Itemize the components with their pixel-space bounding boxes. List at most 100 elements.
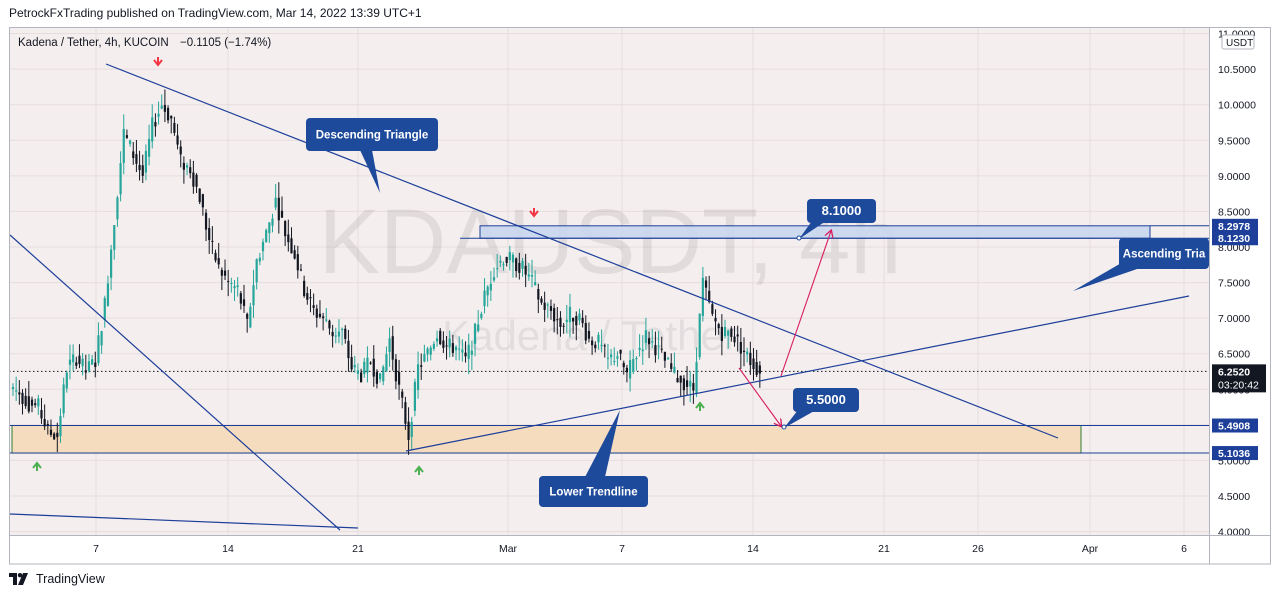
candle-body [628,360,632,379]
candle-body [293,250,296,259]
candle-body [369,362,372,364]
candle-body [543,302,546,310]
target-up-callout-pointer [799,221,826,239]
candle-body [502,264,505,266]
candle-body [714,317,717,322]
demand-top-price-tag-text: 5.4908 [1218,421,1250,433]
ascending-triangle-callout[interactable] [1119,238,1209,269]
candle-body [723,327,727,337]
candle-body [160,105,163,109]
candle-body [385,354,388,372]
candle-body [122,128,125,164]
candle-body [49,429,53,435]
candle-body [568,306,572,323]
candle-body [679,375,682,383]
time-tick-label: 21 [352,543,364,555]
candle-body [34,403,37,405]
candle-body [331,331,334,337]
candle-body [113,224,116,250]
candle-body [40,410,43,419]
candle-body [720,326,723,342]
symbol-legend[interactable]: Kadena / Tether, 4h, KUCOIN [18,37,169,49]
candle-body [75,362,78,366]
candle-body [496,268,499,270]
candle-body [24,395,27,407]
candle-body [742,350,746,353]
currency-badge[interactable] [1221,34,1255,50]
tradingview-footer[interactable]: TradingView [9,572,105,586]
candle-body [616,356,619,359]
candle-body [163,104,166,112]
target-up-callout-label: 8.1000 [822,203,862,218]
price-tick-label: 9.0000 [1218,171,1250,183]
time-axis-area[interactable] [9,535,1209,564]
descending-triangle-callout[interactable] [306,118,438,151]
candle-body [606,357,610,359]
candle-body [296,254,299,271]
lower-trendline-callout[interactable] [539,476,648,507]
candle-body [242,299,246,306]
target-down-callout[interactable] [793,388,859,412]
candle-body [375,372,379,384]
candle-body [154,122,157,127]
descending-trendline[interactable] [105,63,1059,439]
demand-zone[interactable] [11,425,1082,454]
lower-trendline[interactable] [405,295,1190,452]
candle-body [451,343,454,353]
candle-body [378,373,382,380]
candle-body [429,347,432,355]
candle-body [670,363,673,369]
candle-body [87,361,91,371]
candle-body [464,352,467,357]
candle-body [151,117,154,142]
supply-bottom-price-tag[interactable] [1212,231,1258,246]
candle-body [11,387,15,390]
candle-body [141,165,144,176]
candle-body [214,252,217,261]
supply-top-price-tag[interactable] [1212,218,1258,233]
lower-trendline-callout-label: Lower Trendline [549,487,637,499]
candle-body [676,378,679,383]
candle-body [344,328,347,339]
candle-body [312,305,315,308]
candle-body [366,357,369,373]
projection-arrow-down[interactable] [738,367,781,426]
last-price-tag[interactable] [1212,364,1266,393]
candle-body [91,359,94,365]
candle-body [432,343,435,349]
projection-arrow-up[interactable] [780,231,831,377]
candle-body [287,234,290,243]
demand-bottom-price-tag[interactable] [1212,446,1258,461]
candle-body [255,259,258,283]
candle-body [426,348,429,355]
candle-body [473,323,477,344]
left-falling-line[interactable] [9,234,341,531]
candle-body [591,340,594,346]
candle-body [530,274,534,277]
candle-body [246,313,249,319]
candle-body [394,359,398,382]
swing-high-marker [153,57,163,67]
candle-body [280,210,284,218]
target-up-callout[interactable] [807,199,876,223]
candle-body [537,289,540,300]
countdown-text: 03:20:42 [1218,379,1259,391]
bottom-line[interactable] [9,513,359,529]
candle-body [261,241,265,252]
candle-body [682,378,685,391]
candle-body [325,319,328,321]
candle-body [584,322,587,341]
time-tick-label: 7 [93,543,99,555]
candle-body [236,285,239,288]
candle-body [445,345,448,347]
candle-body [619,349,622,354]
candle-body [198,188,201,203]
candle-body [416,364,420,390]
candle-body [322,316,325,319]
demand-top-price-tag[interactable] [1212,418,1258,433]
candle-body [78,355,81,364]
candle-body [84,370,87,373]
candle-body [749,352,752,366]
candle-body [204,212,208,230]
